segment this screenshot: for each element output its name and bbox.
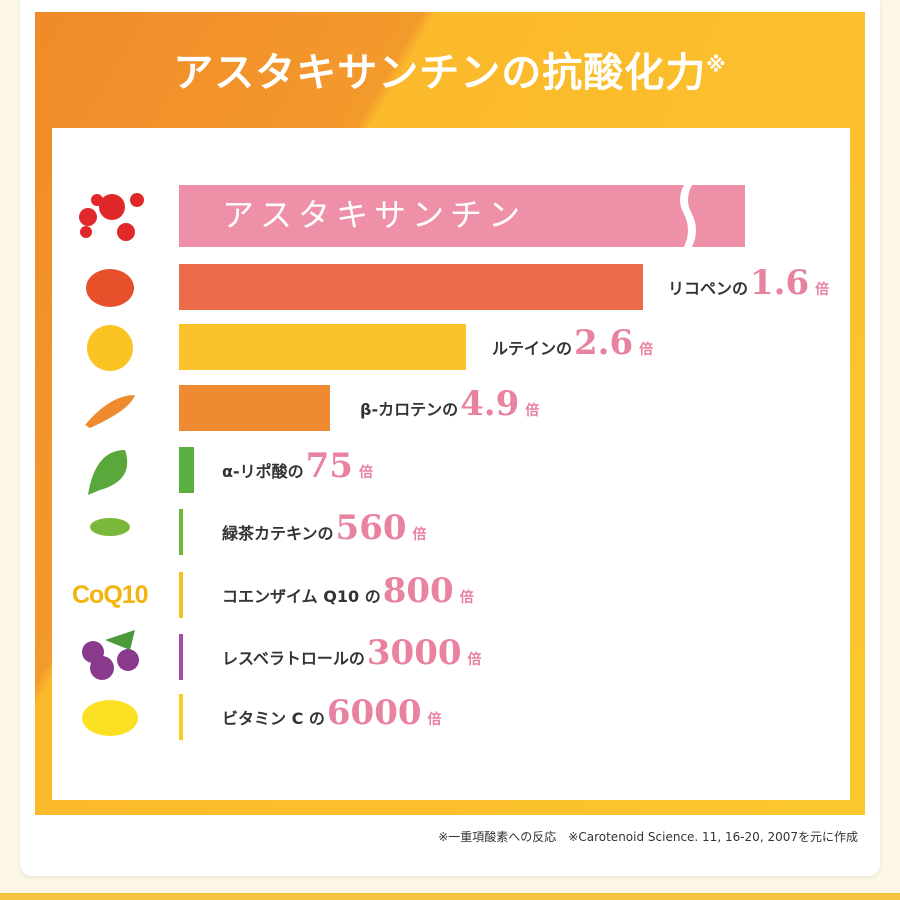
bar [179, 509, 183, 555]
item-value: 2.6 [574, 323, 634, 363]
item-name: α-リポ酸の [222, 462, 304, 481]
bar-label: レスベラトロールの 3000 倍 [222, 633, 482, 673]
item-unit: 倍 [412, 527, 427, 543]
item-value: 4.9 [460, 384, 520, 424]
icon-label: CoQ10 [72, 581, 149, 609]
grape-icon [82, 630, 139, 680]
item-value: 1.6 [750, 263, 810, 303]
item-value: 3000 [366, 633, 462, 673]
item-unit: 倍 [467, 652, 482, 668]
item-name: コエンザイム Q10 の [222, 587, 381, 606]
tomato-icon [86, 269, 134, 307]
bottom-band [0, 893, 900, 900]
bar-label: 緑茶カテキンの 560 倍 [222, 508, 427, 548]
item-name: リコペンの [668, 279, 749, 298]
top-bar [179, 185, 745, 247]
title-mark: ※ [706, 52, 727, 77]
lemon-icon [82, 700, 138, 736]
spinach-icon [88, 450, 128, 495]
item-name: 緑茶カテキンの [222, 524, 334, 543]
item-value: 75 [305, 446, 353, 486]
item-name: ビタミン C の [222, 709, 325, 728]
bar [179, 634, 183, 680]
bar [179, 264, 643, 310]
carrot-icon [85, 395, 135, 428]
bar [179, 694, 183, 740]
title: アスタキサンチンの抗酸化力※ [35, 40, 865, 98]
bar-label: コエンザイム Q10 の 800 倍 [222, 571, 474, 611]
marigold-icon [87, 325, 133, 371]
item-unit: 倍 [815, 282, 830, 298]
bar [179, 324, 466, 370]
bar-label: ビタミン C の 6000 倍 [222, 693, 442, 733]
bar-label: β-カロテンの 4.9 倍 [360, 384, 539, 424]
item-value: 800 [382, 571, 454, 611]
item-unit: 倍 [639, 342, 654, 358]
bar-label: α-リポ酸の 75 倍 [222, 446, 373, 486]
bar-label: ルテインの 2.6 倍 [492, 323, 653, 363]
item-unit: 倍 [459, 590, 474, 606]
item-value: 6000 [326, 693, 422, 733]
item-unit: 倍 [525, 403, 540, 419]
bar [179, 385, 330, 431]
tea-icon [90, 518, 130, 536]
item-value: 560 [335, 508, 407, 548]
item-unit: 倍 [427, 712, 442, 728]
top-bar-label: アスタキサンチン [222, 196, 526, 234]
title-text: アスタキサンチンの抗酸化力 [173, 50, 707, 96]
tomato-cluster-icon [79, 193, 144, 241]
item-unit: 倍 [358, 465, 373, 481]
footnote: ※一重項酸素への反応 ※Carotenoid Science. 11, 16-2… [438, 830, 858, 844]
item-name: β-カロテンの [360, 400, 459, 419]
break-mark [680, 185, 696, 247]
item-name: ルテインの [492, 339, 573, 358]
bar [179, 447, 194, 493]
bar [179, 572, 183, 618]
bar-label: リコペンの 1.6 倍 [668, 263, 829, 303]
item-name: レスベラトロールの [222, 649, 365, 668]
